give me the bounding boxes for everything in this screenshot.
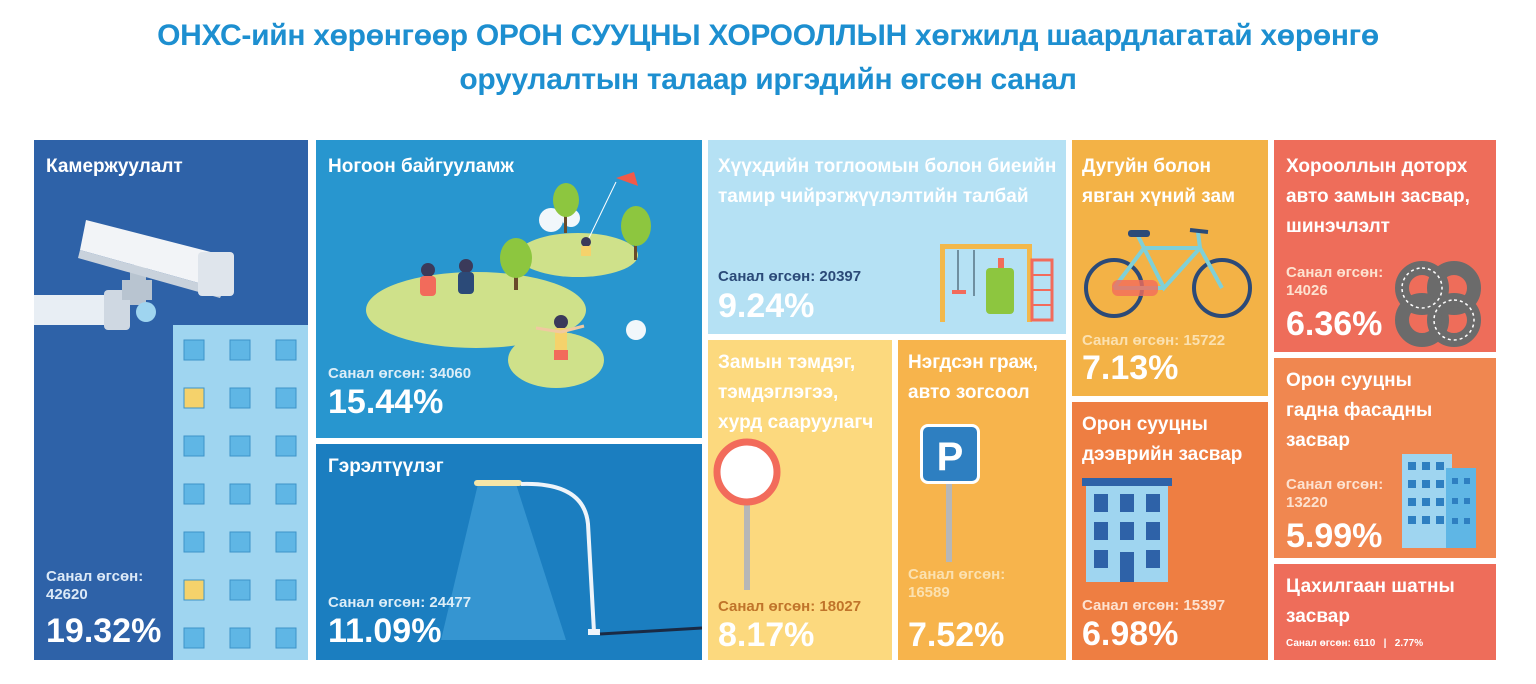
parking-sign-letter: P [936, 435, 964, 479]
label-line-2: засвар [1286, 606, 1350, 627]
title-line-2: оруулалтын талаар иргэдийн өгсөн санал [459, 63, 1077, 96]
tile-playground-votes: Санал өгсөн: 20397 [718, 268, 862, 285]
votes-label: Санал өгсөн: [1286, 264, 1384, 281]
road-sign-icon [713, 438, 781, 590]
label-line-2: дээврийн засвар [1082, 444, 1243, 465]
votes-label: Санал өгсөн: [1286, 476, 1384, 493]
label-line-1: Замын тэмдэг, [718, 352, 856, 373]
label-line-1: Дугуйн болон [1082, 156, 1212, 177]
votes-count: 16589 [908, 584, 950, 601]
tile-signs-percent: 8.17% [718, 616, 815, 654]
label-line-2: явган хүний зам [1082, 186, 1236, 207]
tile-camera-label: Камержуулалт [46, 156, 183, 177]
tile-road-repair: Хорооллын доторх авто замын засвар, шинэ… [1274, 140, 1496, 352]
label-line-3: хурд сааруулагч [718, 412, 874, 433]
votes-count: 13220 [1286, 494, 1328, 511]
tile-signs-label: Замын тэмдэг, тэмдэглэгээ, хурд сааруула… [718, 348, 873, 438]
tile-playground: Хүүхдийн тоглоомын болон биеийн тамир чи… [708, 140, 1066, 334]
tile-green-votes: Санал өгсөн: 34060 [328, 365, 472, 382]
tile-road-label: Хорооллын доторх авто замын засвар, шинэ… [1286, 152, 1470, 242]
tile-roof-label: Орон сууцны дээврийн засвар [1082, 410, 1242, 470]
tile-playground-percent: 9.24% [718, 287, 815, 325]
label-line-3: засвар [1286, 430, 1350, 451]
tile-roof-repair: Орон сууцны дээврийн засвар Санал өгсөн:… [1072, 402, 1268, 660]
label-line-1: Орон сууцны [1082, 414, 1208, 435]
cctv-camera-icon [34, 220, 308, 660]
tile-facade-repair: Орон сууцны гадна фасадны засвар Санал ө… [1274, 358, 1496, 558]
road-junction-icon [1395, 261, 1481, 347]
apartment-icon [1082, 478, 1172, 582]
label-line-1: Хорооллын доторх [1286, 156, 1468, 177]
street-lamp-icon [441, 480, 702, 640]
tile-signs-votes: Санал өгсөн: 18027 [718, 598, 862, 615]
label-line-2: авто зогсоол [908, 382, 1030, 403]
tile-roof-percent: 6.98% [1082, 615, 1179, 653]
tile-parking: Нэгдсэн граж, авто зогсоол P Санал өгсөн… [898, 340, 1066, 660]
parking-sign-icon: P [920, 424, 980, 484]
park-icon [366, 172, 651, 388]
label-line-3: шинэчлэлт [1286, 216, 1390, 237]
tile-elevator-repair: Цахилгаан шатны засвар Санал өгсөн: 6110… [1274, 564, 1496, 660]
tile-bike-votes: Санал өгсөн: 15722 [1082, 332, 1226, 349]
label-line-2: авто замын засвар, [1286, 186, 1470, 207]
tile-parking-votes: Санал өгсөн: 16589 [908, 566, 1005, 602]
tile-green-label: Ногоон байгууламж [328, 156, 514, 177]
playground-icon [940, 244, 1054, 322]
label-line-1: Хүүхдийн тоглоомын болон биеийн [718, 156, 1057, 177]
tile-parking-label: Нэгдсэн граж, авто зогсоол [908, 348, 1038, 408]
label-line-1: Цахилгаан шатны [1286, 576, 1455, 597]
tile-road-percent: 6.36% [1286, 305, 1383, 343]
tile-camera-votes: Санал өгсөн: 42620 [46, 568, 143, 604]
tile-facade-votes: Санал өгсөн: 13220 [1286, 476, 1383, 512]
tile-road-votes: Санал өгсөн: 14026 [1286, 264, 1383, 300]
tile-elevator-footer: Санал өгсөн: 6110 | 2.77% [1286, 638, 1424, 649]
tile-camera: Камержуулалт Санал өгсөн: 42620 19.32% [34, 140, 308, 660]
tile-green-percent: 15.44% [328, 383, 444, 421]
title-line-1: ОНХС-ийн хөрөнгөөр ОРОН СУУЦНЫ ХОРООЛЛЫН… [157, 19, 1379, 52]
tile-lighting-percent: 11.09% [328, 612, 442, 650]
tile-bike-label: Дугуйн болон явган хүний зам [1082, 152, 1235, 212]
votes-label: Санал өгсөн: [908, 566, 1006, 583]
tile-roof-votes: Санал өгсөн: 15397 [1082, 597, 1226, 614]
tile-parking-percent: 7.52% [908, 616, 1005, 654]
tile-green-space: Ногоон байгууламж Санал өгсөн: 34060 15.… [316, 140, 702, 438]
tile-bike-percent: 7.13% [1082, 349, 1179, 387]
tile-camera-percent: 19.32% [46, 612, 162, 650]
tile-bike-path: Дугуйн болон явган хүний зам Санал өгсөн… [1072, 140, 1268, 396]
label-line-2: тамир чийрэгжүүлэлтийн талбай [718, 186, 1029, 207]
label-line-2: гадна фасадны [1286, 400, 1433, 421]
building-facade-icon [1402, 454, 1476, 548]
votes-label: Санал өгсөн: [46, 568, 144, 585]
tile-lighting-votes: Санал өгсөн: 24477 [328, 594, 472, 611]
tile-lighting: Гэрэлтүүлэг Санал өгсөн: 24477 11.09% [316, 444, 702, 660]
label-line-1: Орон сууцны [1286, 370, 1412, 391]
tile-road-signs: Замын тэмдэг, тэмдэглэгээ, хурд сааруула… [708, 340, 892, 660]
tile-elevator-label: Цахилгаан шатны засвар [1286, 572, 1455, 632]
bicycle-icon [1084, 228, 1252, 318]
page-title: ОНХС-ийн хөрөнгөөр ОРОН СУУЦНЫ ХОРООЛЛЫН… [0, 14, 1536, 102]
tile-playground-label: Хүүхдийн тоглоомын болон биеийн тамир чи… [718, 152, 1056, 212]
tile-facade-label: Орон сууцны гадна фасадны засвар [1286, 366, 1432, 456]
tile-facade-percent: 5.99% [1286, 517, 1383, 555]
parking-sign-pole [946, 484, 952, 562]
votes-count: 42620 [46, 586, 88, 603]
tile-lighting-label: Гэрэлтүүлэг [328, 456, 444, 477]
label-line-1: Нэгдсэн граж, [908, 352, 1038, 373]
label-line-2: тэмдэглэгээ, [718, 382, 839, 403]
votes-count: 14026 [1286, 282, 1328, 299]
